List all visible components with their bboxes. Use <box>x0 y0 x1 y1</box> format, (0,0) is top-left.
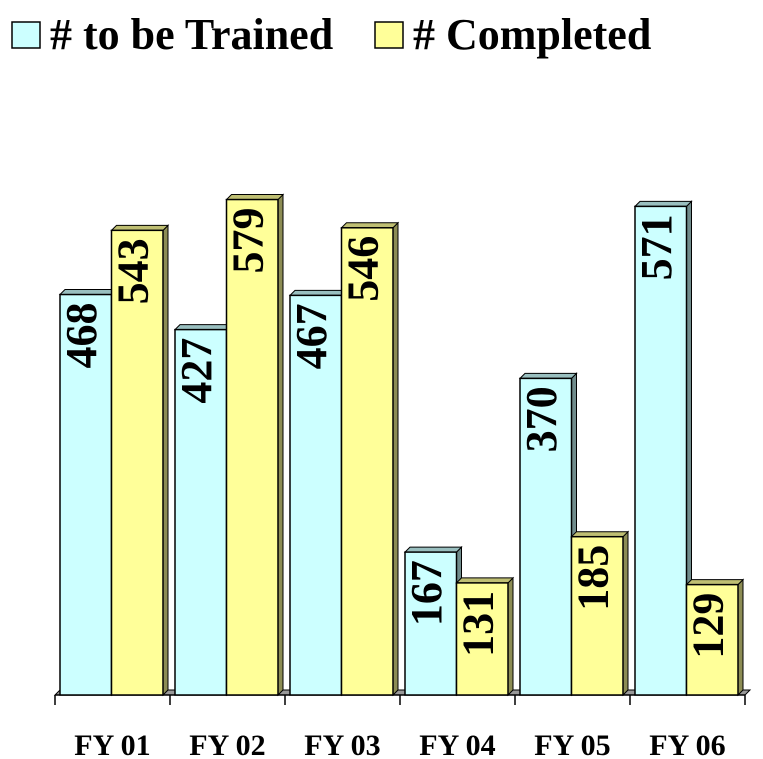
value-label: 467 <box>287 303 336 369</box>
x-tick-label: FY 06 <box>649 729 725 759</box>
bar <box>685 583 739 696</box>
x-tick-label: FY 02 <box>189 729 265 759</box>
bar <box>519 377 573 696</box>
value-label: 370 <box>517 386 566 452</box>
bar-top <box>403 546 463 553</box>
x-tick-label: FY 05 <box>534 729 610 759</box>
value-label: 131 <box>453 591 502 657</box>
bar-top <box>340 222 400 229</box>
legend-swatch <box>11 21 41 49</box>
bar-top <box>110 224 170 231</box>
legend-label: # Completed <box>413 10 651 59</box>
value-label: 427 <box>172 338 221 404</box>
bar-top <box>518 372 578 379</box>
value-label: 543 <box>108 238 157 304</box>
value-label: 167 <box>402 560 451 626</box>
value-label: 468 <box>57 303 106 369</box>
x-tick-label: FY 03 <box>304 729 380 759</box>
bar <box>59 293 113 696</box>
bar <box>110 229 164 696</box>
bar <box>340 227 394 696</box>
legend-swatch <box>374 21 404 49</box>
bar <box>174 328 228 696</box>
bar <box>289 294 343 696</box>
legend-label: # to be Trained <box>50 10 333 59</box>
bar <box>404 551 458 696</box>
value-label: 571 <box>632 214 681 280</box>
value-label: 185 <box>568 545 617 611</box>
bar <box>634 205 688 696</box>
bar <box>455 582 509 696</box>
value-label: 579 <box>223 208 272 274</box>
value-label: 129 <box>683 593 732 659</box>
x-tick-label: FY 04 <box>419 729 495 759</box>
value-label: 546 <box>338 236 387 302</box>
x-tick-label: FY 01 <box>74 729 150 759</box>
bar <box>225 198 279 696</box>
bar <box>570 535 624 696</box>
